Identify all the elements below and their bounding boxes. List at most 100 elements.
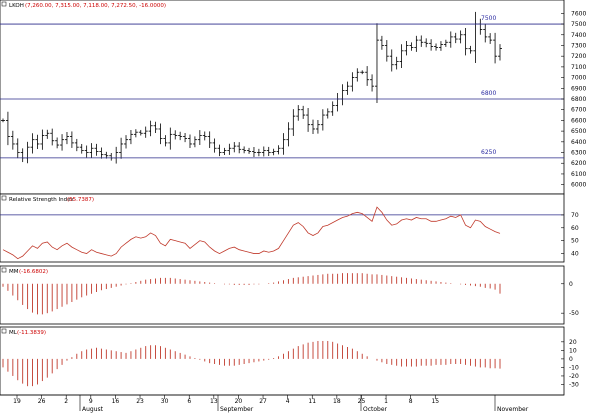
rsi-panel-toggle-icon[interactable] bbox=[1, 195, 7, 201]
price-bar bbox=[227, 143, 232, 155]
rsi-line[interactable] bbox=[2, 206, 501, 260]
x-day-label: 1 bbox=[384, 398, 388, 405]
price-bar bbox=[266, 146, 271, 157]
price-bar bbox=[424, 38, 429, 48]
x-day-label: 6 bbox=[187, 398, 191, 405]
x-day-label: 8 bbox=[409, 398, 413, 405]
price-bar bbox=[360, 70, 365, 75]
price-bar bbox=[128, 129, 133, 145]
price-bar bbox=[261, 146, 266, 157]
rsi-value: (55.7387) bbox=[67, 197, 94, 203]
price-bar bbox=[237, 142, 242, 154]
price-bar bbox=[64, 131, 69, 145]
price-bar bbox=[232, 142, 237, 153]
price-y-tick-label: 7100 bbox=[571, 64, 586, 71]
price-y-tick-label: 6400 bbox=[571, 139, 586, 146]
price-bar bbox=[242, 146, 247, 154]
price-level-label: 6250 bbox=[481, 149, 496, 156]
x-day-label: 25 bbox=[358, 398, 366, 405]
price-bar bbox=[94, 143, 99, 156]
price-bar bbox=[187, 134, 192, 149]
price-bar bbox=[325, 108, 330, 119]
price-panel-toggle-icon[interactable] bbox=[1, 1, 7, 7]
price-y-tick-label: 6900 bbox=[571, 85, 586, 92]
price-bar bbox=[286, 122, 291, 147]
price-bar bbox=[212, 138, 217, 153]
price-bar bbox=[458, 30, 463, 44]
price-bar bbox=[493, 32, 498, 64]
price-bar bbox=[419, 35, 424, 47]
price-bar bbox=[217, 144, 222, 157]
x-day-label: 19 bbox=[13, 398, 21, 405]
mm-panel[interactable]: -50 0 MM (-16.6802) bbox=[0, 265, 579, 325]
rsi-y-tick-label: 60 bbox=[571, 225, 579, 232]
price-bar bbox=[158, 123, 163, 145]
x-month-label: August bbox=[82, 406, 104, 413]
ml-panel-toggle-icon[interactable] bbox=[1, 328, 7, 334]
mm-plot-frame bbox=[0, 265, 565, 325]
price-bar bbox=[488, 33, 493, 44]
x-day-label: 4 bbox=[286, 398, 290, 405]
price-bar bbox=[434, 43, 439, 51]
price-bar bbox=[311, 119, 316, 135]
price-bar bbox=[60, 134, 65, 151]
price-bar bbox=[168, 127, 173, 150]
mm-panel-toggle-icon[interactable] bbox=[1, 267, 7, 273]
ml-y-tick-label: -20 bbox=[569, 373, 579, 380]
price-bar bbox=[10, 130, 15, 150]
price-bar bbox=[256, 148, 261, 157]
price-y-tick-label: 7000 bbox=[571, 75, 586, 82]
price-y-tick-label: 6000 bbox=[571, 182, 586, 189]
price-panel[interactable]: 7500 6800 6250 6000 6100 6200 6300 6400 6500 660… bbox=[0, 0, 586, 195]
price-bar bbox=[330, 101, 335, 116]
ml-y-tick-label: 0 bbox=[569, 356, 573, 363]
x-day-label: 16 bbox=[112, 398, 120, 405]
price-bar bbox=[345, 81, 350, 95]
price-bar bbox=[320, 109, 325, 131]
price-bar bbox=[84, 145, 89, 158]
price-bar bbox=[301, 105, 306, 119]
x-day-label: 23 bbox=[136, 398, 144, 405]
price-bar bbox=[138, 129, 143, 136]
price-bar bbox=[350, 72, 355, 92]
price-bar bbox=[271, 148, 276, 156]
price-bar bbox=[207, 131, 212, 148]
price-bar bbox=[89, 143, 94, 158]
price-symbol: LKOH bbox=[9, 3, 24, 9]
price-bar bbox=[247, 147, 252, 154]
price-level-label: 6800 bbox=[481, 90, 496, 97]
price-y-tick-label: 6200 bbox=[571, 160, 586, 167]
price-bar bbox=[133, 129, 138, 138]
price-bar bbox=[394, 56, 399, 70]
price-bar bbox=[296, 105, 301, 121]
price-bar bbox=[291, 109, 296, 136]
ml-value: (-11.3839) bbox=[17, 330, 46, 336]
mm-y-tick-label: -50 bbox=[569, 310, 579, 317]
price-bar bbox=[355, 68, 360, 82]
price-bar bbox=[202, 131, 207, 141]
rsi-panel[interactable]: 40 50 60 70 Relative Strength Index (55.738… bbox=[0, 193, 579, 263]
rsi-y-tick-label: 50 bbox=[571, 238, 579, 245]
price-bar bbox=[192, 136, 197, 148]
x-day-label: 2 bbox=[64, 398, 68, 405]
ml-y-tick-label: 10 bbox=[569, 347, 577, 354]
price-bar bbox=[374, 23, 379, 104]
price-bar bbox=[163, 135, 168, 147]
x-month-label: October bbox=[363, 406, 388, 413]
price-ohlc-readout: (7,260.00, 7,315.00, 7,118.00, 7,272.50,… bbox=[25, 3, 166, 9]
price-bar bbox=[15, 138, 20, 159]
ml-y-tick-label: -30 bbox=[569, 381, 579, 388]
price-y-tick-label: 6500 bbox=[571, 128, 586, 135]
price-y-tick-label: 7300 bbox=[571, 42, 586, 49]
x-month-label: November bbox=[497, 406, 529, 413]
x-day-label: 30 bbox=[161, 398, 169, 405]
rsi-y-tick-label: 40 bbox=[571, 251, 579, 258]
price-bar bbox=[443, 39, 448, 47]
price-bar bbox=[35, 134, 40, 149]
price-bar bbox=[143, 126, 148, 138]
ml-plot-frame bbox=[0, 326, 565, 396]
price-bar bbox=[153, 121, 158, 133]
rsi-title: Relative Strength Index bbox=[9, 197, 74, 203]
